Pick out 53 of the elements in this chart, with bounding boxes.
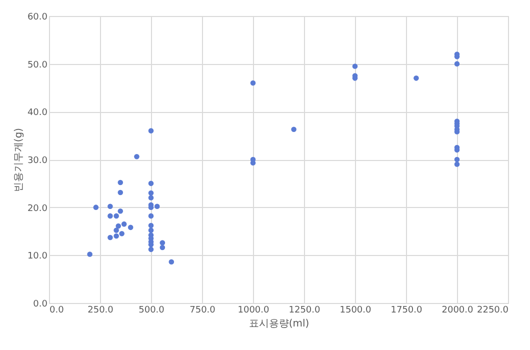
y-tick-label: 60.0: [27, 12, 48, 22]
point: [454, 61, 460, 66]
point: [134, 154, 140, 160]
x-tick-label: 750.0: [190, 306, 216, 316]
y-tick-label: 20.0: [27, 204, 48, 214]
y-tick-label: 50.0: [27, 60, 48, 70]
point: [148, 128, 154, 134]
point: [291, 126, 296, 132]
point: [414, 76, 419, 81]
x-tick-label: 2250.0: [477, 306, 509, 316]
point: [118, 180, 124, 186]
point: [148, 195, 154, 200]
x-axis-title: 표시용량(ml): [248, 318, 310, 330]
point: [454, 156, 460, 162]
point: [148, 222, 154, 228]
x-tick-label: 1500.0: [340, 306, 372, 316]
x-tick-label: 250.0: [88, 306, 114, 316]
point: [87, 252, 92, 257]
point: [128, 224, 134, 230]
point: [114, 213, 119, 219]
y-tick-label: 30.0: [27, 156, 48, 166]
point: [108, 213, 113, 219]
point: [116, 223, 122, 229]
x-tick-label: 2000.0: [442, 306, 474, 316]
x-tick-label: 1000.0: [238, 306, 270, 316]
x-tick-label: 500.0: [138, 306, 165, 316]
point: [454, 162, 460, 167]
y-axis-title: 빈용기무게(g): [13, 128, 24, 192]
point: [160, 244, 166, 250]
point: [148, 190, 154, 196]
point: [118, 190, 124, 196]
point: [119, 231, 124, 236]
x-tick-label: 1250.0: [288, 306, 321, 316]
point: [168, 259, 174, 265]
point: [93, 204, 99, 210]
point: [114, 228, 119, 233]
point: [154, 204, 160, 210]
x-tick-label: 1750.0: [390, 306, 423, 316]
point: [160, 240, 166, 246]
point: [148, 213, 154, 219]
point: [114, 233, 119, 239]
x-tick-label: 0.0: [50, 306, 64, 316]
point: [148, 228, 154, 233]
point: [352, 64, 358, 69]
y-tick-label: 10.0: [27, 252, 48, 262]
point: [108, 234, 113, 240]
point: [118, 208, 124, 214]
point: [148, 246, 154, 252]
point: [121, 221, 127, 227]
point: [250, 80, 256, 86]
point: [108, 204, 113, 210]
y-tick-label: 40.0: [27, 108, 48, 118]
point: [148, 180, 154, 186]
